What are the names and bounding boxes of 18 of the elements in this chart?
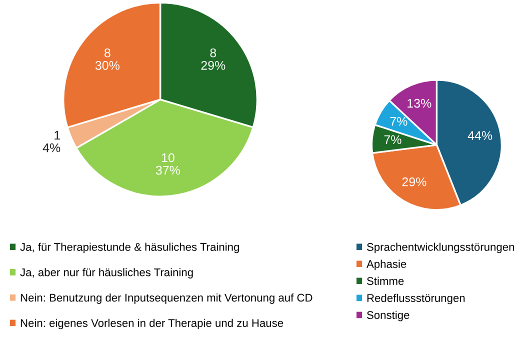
data-label: 7% bbox=[390, 116, 408, 126]
legend-label: Ja, aber nur für häusliches Training bbox=[20, 268, 193, 278]
legend-label: Aphasie bbox=[366, 260, 406, 270]
data-label: 10 37% bbox=[156, 153, 180, 175]
legend-label: Ja, für Therapiestunde & häsuliches Training bbox=[20, 242, 239, 254]
data-label: 13% bbox=[408, 98, 432, 108]
data-label: 7% bbox=[384, 135, 402, 144]
legend-label: Redeflussstörungen bbox=[367, 294, 465, 304]
data-label: 44% bbox=[468, 131, 492, 140]
legend-label: Sprachentwicklungsstörungen bbox=[367, 242, 514, 254]
legend-label: Stimme bbox=[367, 276, 404, 285]
data-label: 8 30% bbox=[95, 48, 120, 70]
data-label: 29% bbox=[402, 177, 426, 186]
data-label: 8 29% bbox=[201, 48, 226, 70]
legend-label: Nein: Benutzung der Inputsequenzen mit Vertonung auf CD bbox=[20, 293, 312, 304]
data-label: 1 4% bbox=[42, 130, 60, 152]
legend-label: Nein: eigenes Vorlesen in der Therapie und zu Hause bbox=[20, 318, 284, 330]
legend-label: Sonstige bbox=[367, 310, 410, 322]
